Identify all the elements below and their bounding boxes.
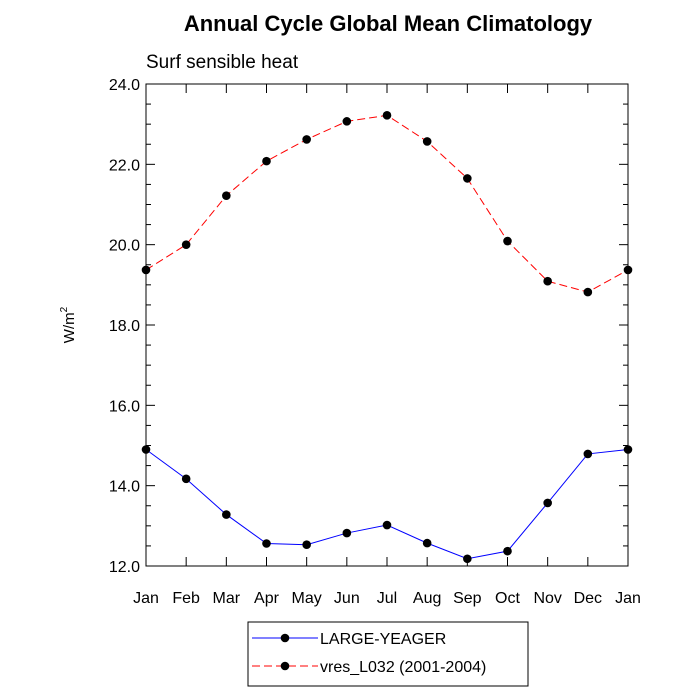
series-1	[141, 445, 633, 564]
x-tick-label: May	[292, 590, 322, 607]
x-tick-label: Nov	[533, 590, 561, 607]
data-point	[222, 191, 231, 200]
data-point	[222, 510, 231, 519]
y-tick-label: 18.0	[109, 318, 140, 335]
data-point	[623, 265, 633, 275]
legend-marker	[280, 661, 290, 671]
data-point	[181, 240, 191, 249]
x-tick-label: Dec	[574, 590, 602, 607]
x-tick-label: Mar	[213, 590, 241, 607]
x-tick-label: Jan	[133, 590, 159, 607]
legend-item: LARGE-YEAGER	[252, 631, 446, 648]
y-axis-label-superscript: 2	[59, 306, 70, 312]
y-tick-label: 24.0	[109, 77, 140, 94]
data-point	[422, 538, 432, 548]
y-axis-label-text: W/m	[61, 312, 78, 343]
legend-marker	[280, 633, 290, 643]
legend-label: vres_L032 (2001-2004)	[320, 659, 486, 676]
data-point	[141, 445, 151, 454]
series-line	[145, 449, 629, 560]
y-tick-label: 22.0	[109, 157, 140, 174]
x-tick-label: Feb	[172, 590, 200, 607]
x-tick-labels: Jan Feb Mar Apr May Jun Jul Aug Sep Oct Nov Dec Jan	[133, 590, 641, 607]
data-point	[463, 554, 472, 564]
data-point	[141, 265, 151, 275]
data-point	[583, 449, 593, 459]
data-point	[623, 445, 633, 454]
chart-subtitle: Surf sensible heat	[146, 52, 299, 73]
y-tick-labels: 12.0 14.0 16.0 18.0 20.0 22.0 24.0	[109, 77, 140, 576]
data-point	[382, 520, 392, 530]
series-layer	[141, 111, 633, 564]
data-point	[262, 539, 271, 548]
data-point	[342, 117, 352, 126]
data-point	[302, 540, 311, 550]
data-point	[382, 111, 392, 120]
data-point	[181, 474, 191, 484]
x-tick-label: Aug	[413, 590, 441, 607]
data-point	[262, 156, 271, 166]
y-tick-label: 20.0	[109, 238, 140, 255]
y-tick-label: 16.0	[109, 398, 140, 415]
series-2	[141, 111, 633, 297]
legend: LARGE-YEAGER vres_L032 (2001-2004)	[247, 621, 529, 687]
legend-item: vres_L032 (2001-2004)	[252, 659, 486, 676]
data-point	[422, 137, 432, 146]
legend-box	[247, 621, 529, 687]
x-tick-label: Jan	[615, 590, 641, 607]
y-tick-label: 12.0	[109, 559, 140, 576]
x-tick-label: Sep	[453, 590, 482, 607]
data-point	[342, 528, 352, 538]
x-tick-label: Oct	[495, 590, 520, 607]
legend-items: LARGE-YEAGER vres_L032 (2001-2004)	[252, 631, 486, 676]
legend-label: LARGE-YEAGER	[320, 631, 446, 648]
x-tick-label: Jun	[334, 590, 360, 607]
data-point	[463, 174, 472, 183]
x-tick-label: Apr	[254, 590, 280, 607]
svg-text:W/m2: W/m2	[59, 306, 78, 343]
data-point	[543, 276, 552, 286]
data-point	[503, 546, 512, 556]
axis-ticks	[145, 83, 629, 567]
data-point	[583, 287, 593, 297]
y-tick-label: 14.0	[109, 479, 140, 496]
data-point	[302, 135, 311, 144]
data-point	[503, 236, 512, 246]
y-axis-label: W/m2	[59, 306, 78, 343]
series-line	[145, 114, 629, 293]
data-point	[543, 498, 552, 508]
x-tick-label: Jul	[377, 590, 397, 607]
chart-title: Annual Cycle Global Mean Climatology	[184, 11, 593, 36]
